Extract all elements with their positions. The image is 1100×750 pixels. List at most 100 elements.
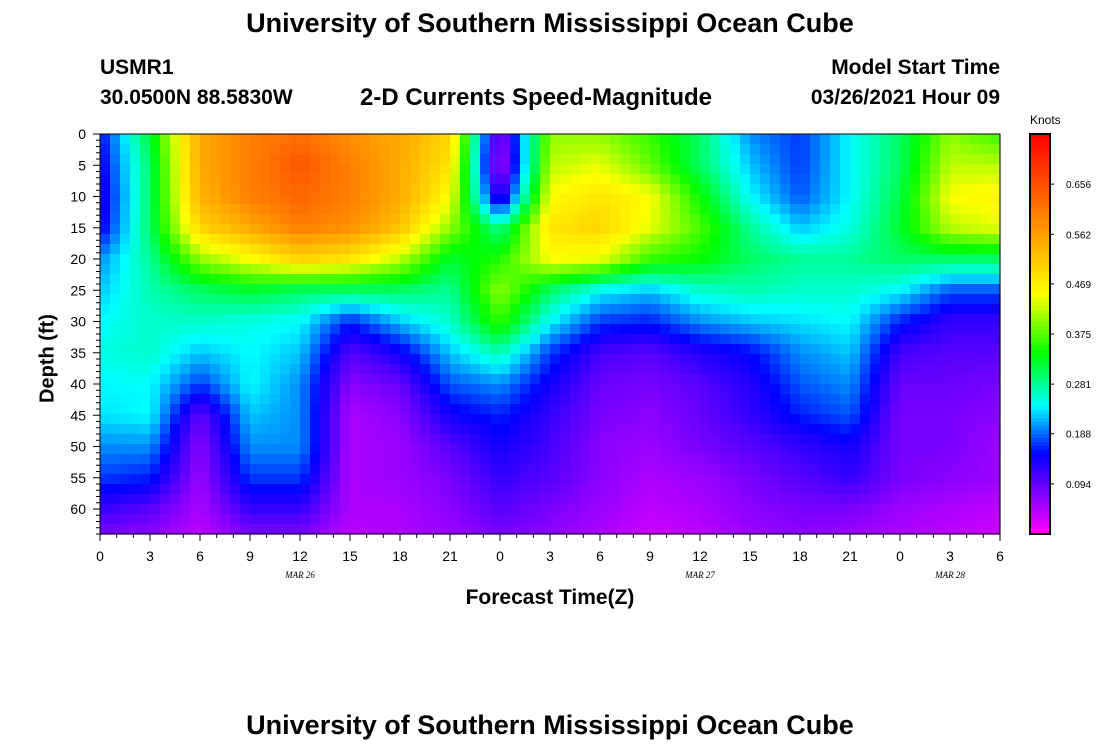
- heatmap-cell: [450, 254, 461, 265]
- heatmap-cell: [810, 244, 821, 255]
- heatmap-cell: [220, 474, 231, 485]
- heatmap-cell: [670, 494, 681, 505]
- heatmap-cell: [250, 254, 261, 265]
- heatmap-cell: [540, 464, 551, 475]
- heatmap-cell: [350, 484, 361, 495]
- heatmap-cell: [230, 224, 241, 235]
- heatmap-cell: [490, 444, 501, 455]
- heatmap-cell: [450, 494, 461, 505]
- heatmap-cell: [490, 164, 501, 175]
- heatmap-cell: [160, 344, 171, 355]
- heatmap-cell: [960, 264, 971, 275]
- heatmap-cell: [340, 364, 351, 375]
- heatmap-cell: [830, 484, 841, 495]
- heatmap-cell: [620, 424, 631, 435]
- heatmap-cell: [960, 484, 971, 495]
- colorbar-swatch: [1030, 366, 1050, 371]
- heatmap-cell: [420, 184, 431, 195]
- heatmap-cell: [720, 504, 731, 515]
- heatmap-cell: [630, 184, 641, 195]
- heatmap-cell: [900, 234, 911, 245]
- heatmap-cell: [990, 494, 1001, 505]
- heatmap-cell: [440, 174, 451, 185]
- heatmap-cell: [950, 404, 961, 415]
- heatmap-cell: [520, 144, 531, 155]
- heatmap-cell: [190, 174, 201, 185]
- heatmap-cell: [260, 354, 271, 365]
- heatmap-cell: [270, 494, 281, 505]
- heatmap-cell: [510, 194, 521, 205]
- colorbar-swatch: [1030, 218, 1050, 223]
- heatmap-cell: [790, 284, 801, 295]
- heatmap-cell: [980, 344, 991, 355]
- heatmap-cell: [190, 184, 201, 195]
- heatmap-cell: [510, 474, 521, 485]
- heatmap-cell: [280, 404, 291, 415]
- heatmap-cell: [920, 174, 931, 185]
- heatmap-cell: [220, 384, 231, 395]
- heatmap-cell: [240, 334, 251, 345]
- heatmap-cell: [220, 314, 231, 325]
- heatmap-cell: [510, 224, 521, 235]
- heatmap-cell: [770, 254, 781, 265]
- heatmap-cell: [130, 224, 141, 235]
- heatmap-cell: [780, 424, 791, 435]
- heatmap-cell: [580, 294, 591, 305]
- heatmap-cell: [800, 314, 811, 325]
- x-tick-label: 9: [246, 548, 254, 564]
- heatmap-cell: [230, 154, 241, 165]
- heatmap-cell: [100, 204, 111, 215]
- heatmap-cell: [430, 504, 441, 515]
- heatmap-cell: [880, 514, 891, 525]
- heatmap-cell: [800, 424, 811, 435]
- heatmap-cell: [320, 284, 331, 295]
- heatmap-cell: [760, 454, 771, 465]
- heatmap-cell: [940, 214, 951, 225]
- heatmap-cell: [600, 494, 611, 505]
- heatmap-cell: [510, 384, 521, 395]
- heatmap-cell: [340, 194, 351, 205]
- heatmap-cell: [660, 404, 671, 415]
- heatmap-cell: [130, 294, 141, 305]
- heatmap-cell: [150, 364, 161, 375]
- heatmap-cell: [950, 294, 961, 305]
- heatmap-cell: [570, 414, 581, 425]
- heatmap-cell: [390, 314, 401, 325]
- heatmap-cell: [250, 324, 261, 335]
- heatmap-cell: [850, 234, 861, 245]
- heatmap-cell: [940, 164, 951, 175]
- heatmap-cell: [740, 144, 751, 155]
- heatmap-cell: [330, 384, 341, 395]
- heatmap-cell: [560, 354, 571, 365]
- heatmap-cell: [230, 414, 241, 425]
- heatmap-cell: [720, 434, 731, 445]
- heatmap-cell: [670, 154, 681, 165]
- heatmap-cell: [180, 464, 191, 475]
- heatmap-cell: [160, 354, 171, 365]
- heatmap-cell: [760, 314, 771, 325]
- heatmap-cell: [740, 244, 751, 255]
- heatmap-cell: [200, 194, 211, 205]
- heatmap-cell: [260, 384, 271, 395]
- heatmap-cell: [530, 274, 541, 285]
- heatmap-cell: [910, 464, 921, 475]
- heatmap-cell: [310, 404, 321, 415]
- heatmap-cell: [930, 264, 941, 275]
- heatmap-cell: [110, 194, 121, 205]
- heatmap-cell: [190, 294, 201, 305]
- heatmap-cell: [490, 354, 501, 365]
- heatmap-cell: [260, 214, 271, 225]
- heatmap-cell: [390, 484, 401, 495]
- heatmap-cell: [510, 424, 521, 435]
- heatmap-cell: [120, 184, 131, 195]
- heatmap-cell: [830, 214, 841, 225]
- heatmap-cell: [350, 284, 361, 295]
- heatmap-cell: [630, 274, 641, 285]
- heatmap-cell: [460, 274, 471, 285]
- heatmap-cell: [290, 174, 301, 185]
- heatmap-cell: [340, 214, 351, 225]
- heatmap-cell: [780, 184, 791, 195]
- heatmap-cell: [770, 474, 781, 485]
- heatmap-cell: [760, 154, 771, 165]
- heatmap-cell: [450, 294, 461, 305]
